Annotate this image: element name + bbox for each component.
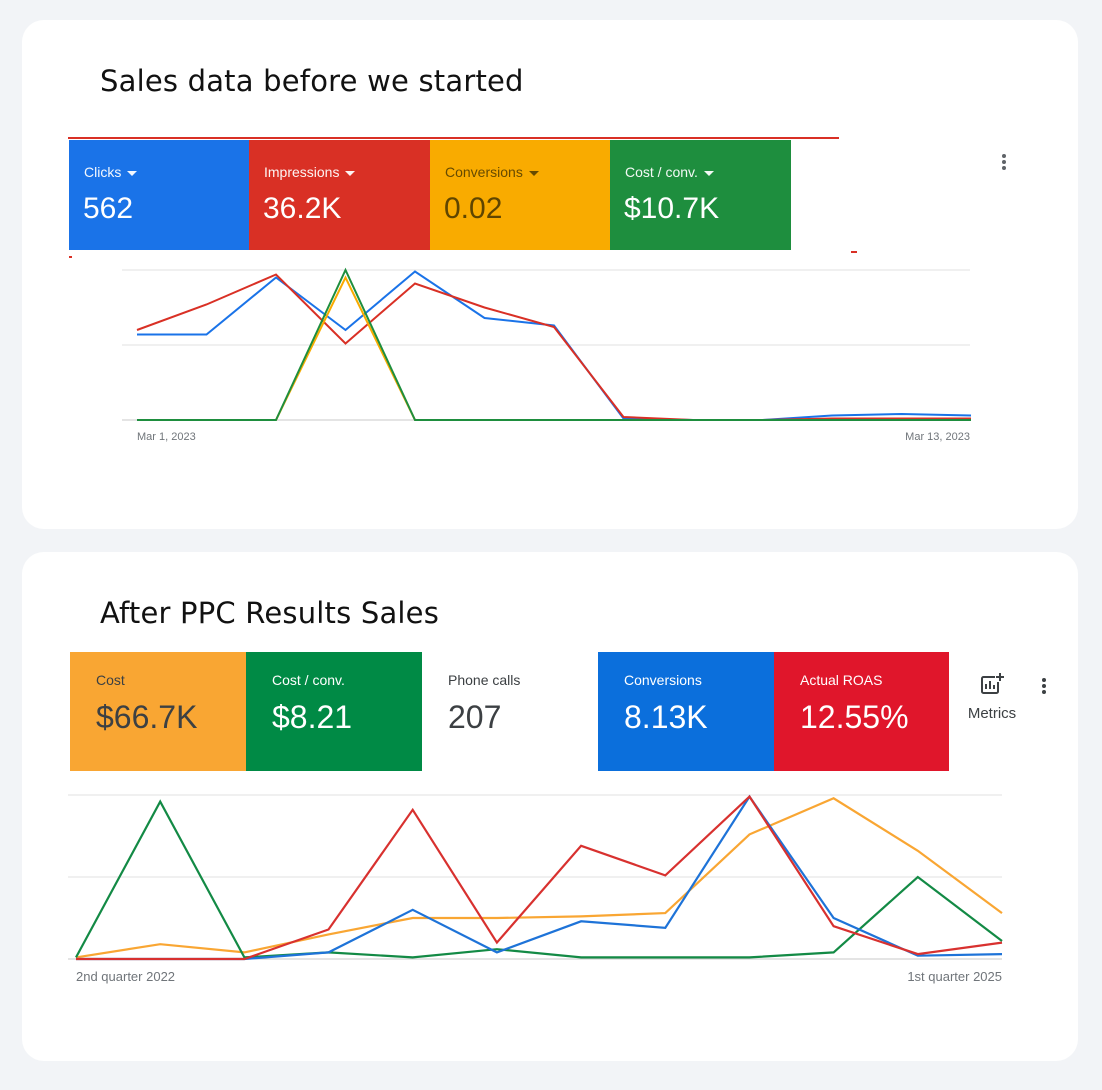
metric-label: Impressions bbox=[264, 164, 356, 180]
metrics-button[interactable]: Metrics bbox=[962, 672, 1022, 722]
before-line-chart: Mar 1, 2023 Mar 13, 2023 bbox=[122, 267, 972, 443]
more-dot bbox=[1042, 678, 1046, 682]
metric-label: Conversions bbox=[624, 672, 702, 688]
metric-label: Cost / conv. bbox=[625, 164, 714, 180]
caret-down-icon bbox=[345, 170, 356, 176]
series-line bbox=[137, 275, 971, 421]
metric-tile-phone-calls[interactable]: Phone calls 207 bbox=[422, 652, 598, 771]
metric-value: $10.7K bbox=[624, 192, 720, 225]
metric-label-text: Conversions bbox=[445, 164, 523, 180]
series-line bbox=[137, 270, 972, 421]
divider bbox=[69, 256, 72, 258]
metric-tile-impressions[interactable]: Impressions 36.2K bbox=[249, 140, 430, 250]
metric-label: Cost / conv. bbox=[272, 672, 345, 688]
metric-tile-cost[interactable]: Cost $66.7K bbox=[70, 652, 246, 771]
metrics-label: Metrics bbox=[967, 705, 1017, 722]
metric-value: 36.2K bbox=[263, 192, 342, 225]
metric-value: 207 bbox=[448, 699, 502, 735]
more-dot bbox=[1042, 684, 1046, 688]
metric-label-text: Impressions bbox=[264, 164, 340, 180]
metric-tile-cost-per-conv[interactable]: Cost / conv. $8.21 bbox=[246, 652, 422, 771]
metric-value: 12.55% bbox=[800, 699, 909, 735]
x-tick-label: 2nd quarter 2022 bbox=[76, 969, 175, 984]
metric-label: Conversions bbox=[445, 164, 539, 180]
metric-value: 0.02 bbox=[444, 192, 503, 225]
more-options-icon[interactable] bbox=[1002, 152, 1006, 172]
series-line bbox=[137, 267, 971, 421]
metric-label: Cost bbox=[96, 672, 125, 688]
card-title: Sales data before we started bbox=[100, 64, 524, 98]
metric-tile-conversions[interactable]: Conversions 0.02 bbox=[430, 140, 610, 250]
metric-label: Actual ROAS bbox=[800, 672, 883, 688]
metric-value: $66.7K bbox=[96, 699, 198, 735]
metric-label: Clicks bbox=[84, 164, 138, 180]
x-tick-label: Mar 13, 2023 bbox=[905, 431, 970, 443]
metric-value: 8.13K bbox=[624, 699, 708, 735]
after-line-chart: 2nd quarter 2022 1st quarter 2025 bbox=[68, 794, 1003, 984]
more-dot bbox=[1002, 160, 1006, 164]
caret-down-icon bbox=[127, 170, 138, 176]
metric-label: Phone calls bbox=[448, 672, 521, 688]
metric-tile-actual-roas[interactable]: Actual ROAS 12.55% bbox=[774, 652, 949, 771]
series-line bbox=[76, 794, 1003, 961]
caret-down-icon bbox=[703, 170, 714, 176]
more-options-icon[interactable] bbox=[1042, 676, 1046, 696]
metric-value: 562 bbox=[83, 192, 134, 225]
x-tick-label: 1st quarter 2025 bbox=[907, 969, 1002, 984]
caret-down-icon bbox=[528, 170, 539, 176]
metric-tile-clicks[interactable]: Clicks 562 bbox=[69, 140, 249, 250]
after-card: After PPC Results Sales Cost $66.7K Cost… bbox=[22, 552, 1078, 1061]
divider bbox=[851, 251, 857, 253]
metric-value: $8.21 bbox=[272, 699, 353, 735]
metric-tile-conversions[interactable]: Conversions 8.13K bbox=[598, 652, 774, 771]
series-line bbox=[75, 797, 1003, 959]
card-title: After PPC Results Sales bbox=[100, 596, 440, 630]
divider bbox=[68, 137, 839, 139]
metric-label-text: Cost / conv. bbox=[625, 164, 698, 180]
metric-tile-cost-per-conv[interactable]: Cost / conv. $10.7K bbox=[610, 140, 791, 250]
x-tick-label: Mar 1, 2023 bbox=[137, 431, 196, 443]
more-dot bbox=[1002, 166, 1006, 170]
more-dot bbox=[1002, 154, 1006, 158]
before-card: Sales data before we started Clicks 562 … bbox=[22, 20, 1078, 529]
series-line bbox=[75, 799, 1003, 959]
series-line bbox=[136, 273, 971, 421]
metric-label-text: Clicks bbox=[84, 164, 122, 180]
more-dot bbox=[1042, 690, 1046, 694]
series-line bbox=[76, 794, 1003, 961]
add-chart-icon bbox=[981, 672, 1005, 694]
